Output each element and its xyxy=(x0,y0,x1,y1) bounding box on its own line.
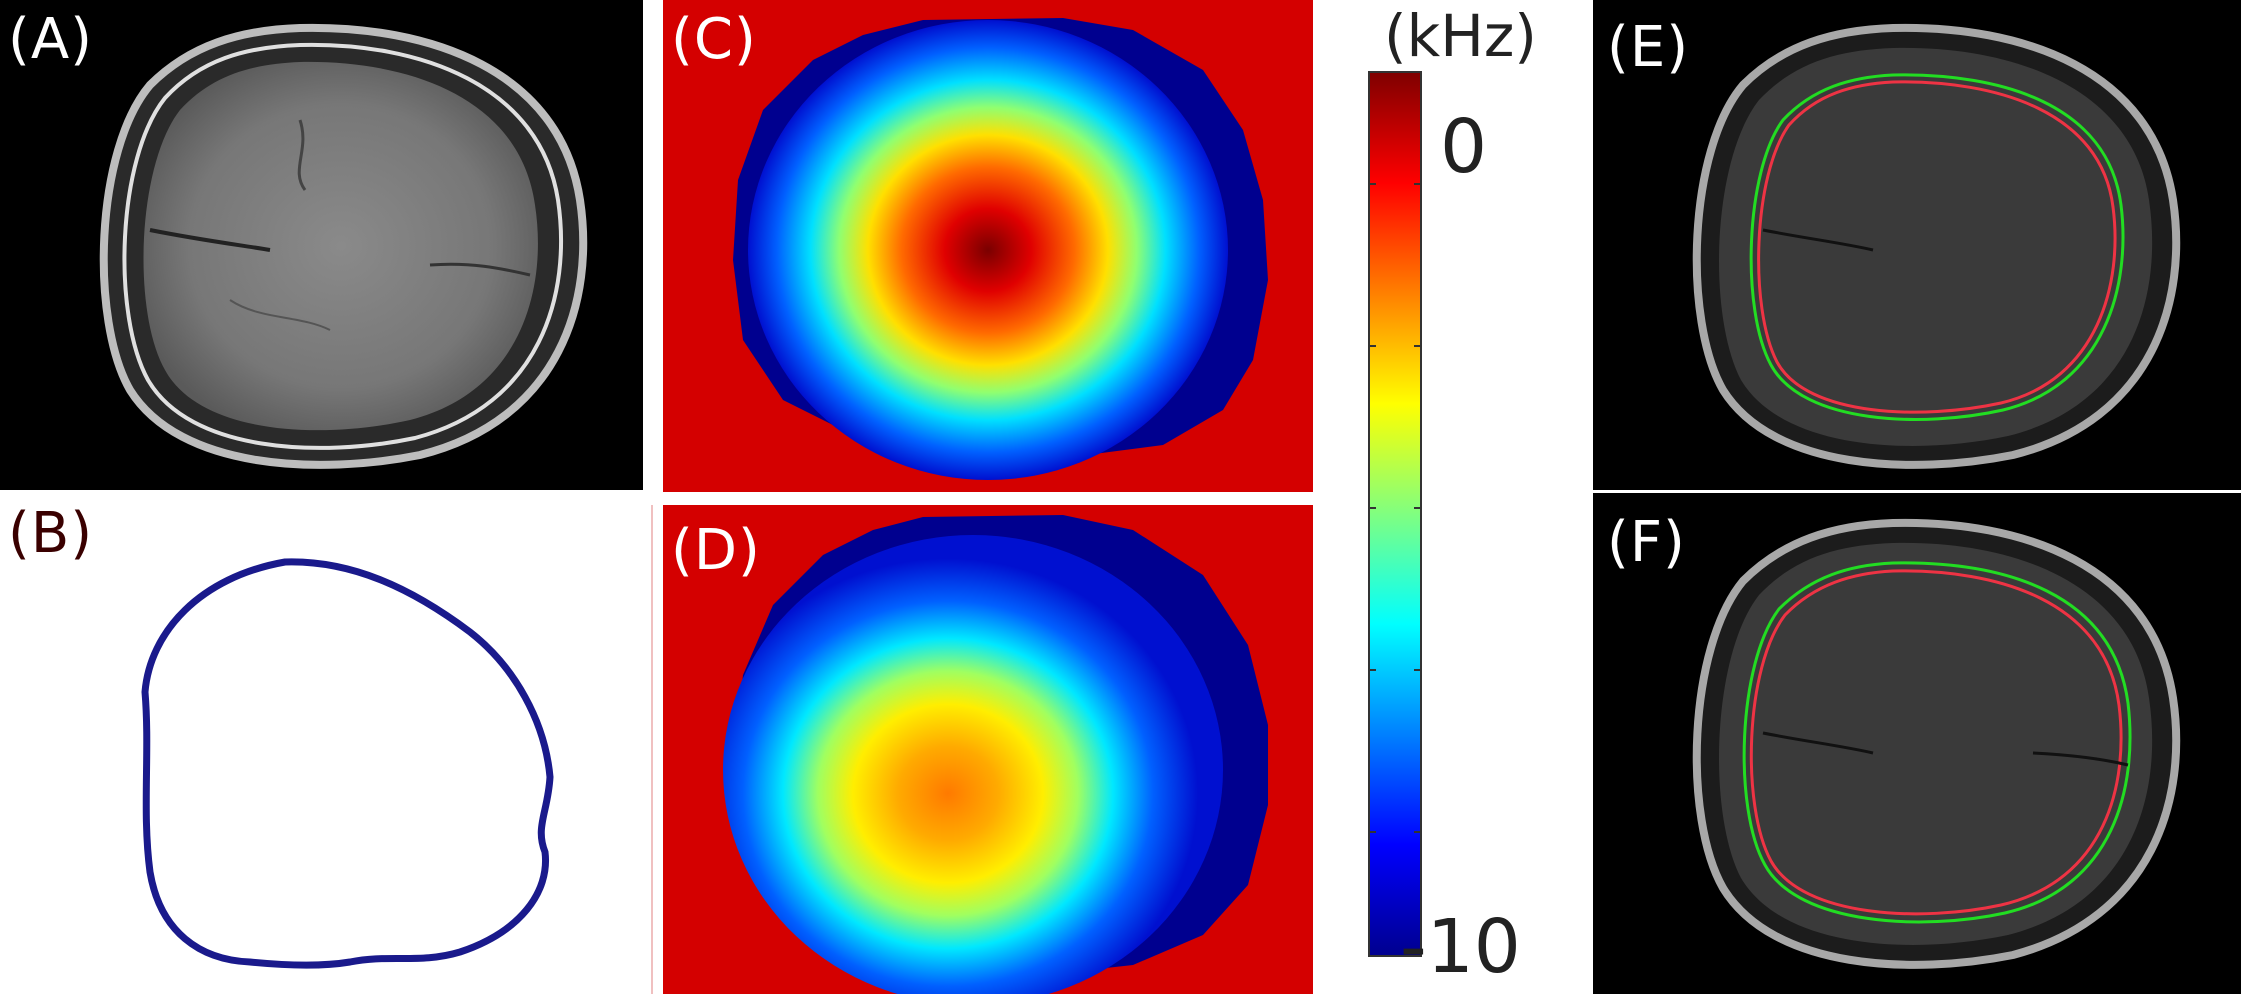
panel-label-d: (D) xyxy=(671,518,761,583)
mri-brain-image-a xyxy=(99,23,588,469)
field-map-image-c xyxy=(733,18,1268,480)
panel-d-field-map: (D) xyxy=(663,505,1313,994)
colorbar-min-label: -10 xyxy=(1400,904,1521,990)
panel-f-mri-contour: (F) xyxy=(1593,493,2241,994)
colorbar-unit-label: (kHz) xyxy=(1384,2,1537,70)
panel-c-field-map: (C) xyxy=(663,0,1313,492)
panel-a-mri-slice: (A) xyxy=(0,0,643,490)
colorbar-max-label: 0 xyxy=(1440,104,1488,190)
mri-contour-image-f xyxy=(1692,518,2181,969)
field-map-image-d xyxy=(723,515,1268,994)
panel-label-e: (E) xyxy=(1607,15,1690,80)
panel-label-f: (F) xyxy=(1607,510,1686,575)
skull-contour-outline xyxy=(141,558,554,969)
panel-e-mri-contour: (E) xyxy=(1593,0,2241,490)
panel-b-contour: (B) xyxy=(0,492,652,994)
panel-label-a: (A) xyxy=(8,7,94,72)
panel-label-b: (B) xyxy=(8,501,94,566)
mri-contour-image-e xyxy=(1692,23,2181,469)
colorbar xyxy=(1368,71,1422,957)
panel-label-c: (C) xyxy=(671,7,757,72)
divider-line xyxy=(651,505,653,994)
